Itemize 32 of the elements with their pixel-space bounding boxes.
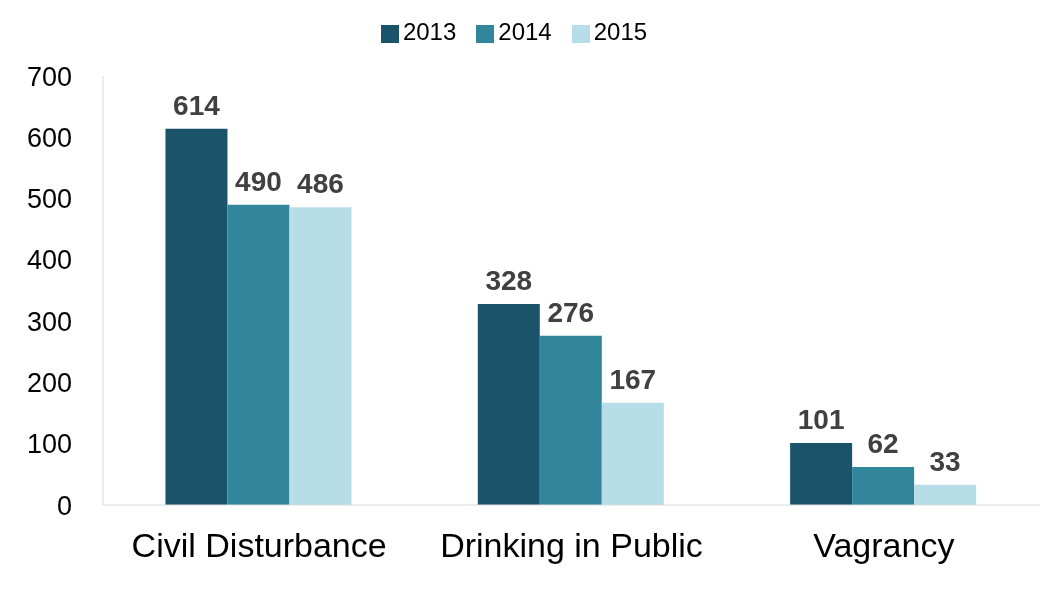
data-label: 62: [867, 428, 899, 459]
bar: [539, 335, 602, 505]
data-label: 328: [485, 264, 533, 296]
y-tick-label: 0: [56, 490, 72, 521]
y-tick-label: 400: [26, 245, 72, 276]
legend-label: 2014: [498, 18, 552, 45]
bar: [289, 207, 352, 505]
bar: [601, 402, 664, 505]
x-tick-label: Civil Disturbance: [131, 526, 387, 565]
y-tick-label: 100: [26, 429, 72, 460]
y-tick-label: 300: [26, 306, 72, 337]
data-label: 614: [173, 89, 221, 121]
bar: [852, 467, 915, 505]
legend-label: 2015: [593, 18, 648, 45]
legend-label: 2013: [402, 18, 457, 45]
y-tick-label: 500: [26, 184, 72, 215]
bar: [227, 204, 290, 505]
data-label: 167: [609, 363, 657, 395]
bar: [165, 128, 228, 505]
data-label: 33: [929, 445, 961, 477]
y-tick-label: 600: [26, 122, 72, 153]
data-label: 101: [797, 404, 845, 436]
x-tick-label: Drinking in Public: [440, 526, 703, 565]
data-label: 486: [297, 168, 344, 200]
bar: [790, 443, 853, 505]
y-tick-label: 700: [26, 61, 72, 92]
data-label: 276: [547, 296, 595, 328]
bar: [914, 484, 977, 505]
data-label: 490: [235, 165, 282, 197]
y-tick-label: 200: [26, 368, 72, 399]
x-tick-label: Vagrancy: [813, 526, 955, 565]
bar: [477, 303, 540, 505]
